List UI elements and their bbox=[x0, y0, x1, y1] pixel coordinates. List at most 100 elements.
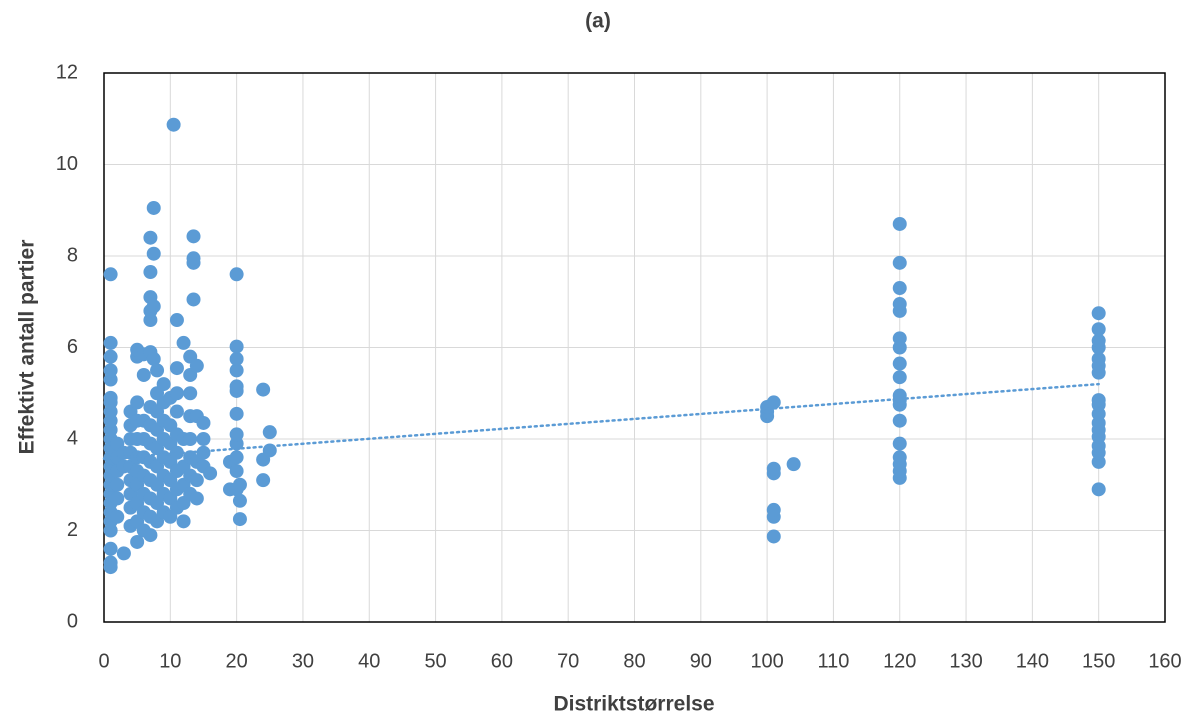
point bbox=[176, 335, 191, 350]
point bbox=[1091, 322, 1106, 337]
point bbox=[203, 466, 218, 481]
point bbox=[892, 331, 907, 346]
point bbox=[103, 390, 118, 405]
point bbox=[766, 502, 781, 517]
point bbox=[169, 386, 184, 401]
x-tick-label: 130 bbox=[949, 650, 982, 672]
point bbox=[116, 546, 131, 561]
point bbox=[766, 529, 781, 544]
x-tick-label: 90 bbox=[690, 650, 712, 672]
x-tick-label: 160 bbox=[1148, 650, 1181, 672]
point bbox=[229, 427, 244, 442]
point bbox=[110, 491, 125, 506]
point bbox=[892, 450, 907, 465]
point bbox=[183, 386, 198, 401]
x-tick-label: 0 bbox=[98, 650, 109, 672]
point bbox=[146, 246, 161, 261]
point bbox=[229, 339, 244, 354]
point bbox=[103, 363, 118, 378]
point bbox=[232, 512, 247, 527]
point bbox=[229, 379, 244, 394]
x-tick-label: 50 bbox=[424, 650, 446, 672]
point bbox=[256, 473, 271, 488]
point bbox=[892, 297, 907, 312]
x-tick-label: 20 bbox=[226, 650, 248, 672]
point bbox=[186, 251, 201, 266]
x-tick-label: 110 bbox=[817, 650, 849, 672]
point bbox=[186, 229, 201, 244]
point bbox=[892, 255, 907, 270]
point bbox=[892, 356, 907, 371]
x-tick-label: 60 bbox=[491, 650, 513, 672]
point bbox=[1091, 351, 1106, 366]
point bbox=[892, 281, 907, 296]
point bbox=[189, 473, 204, 488]
point bbox=[229, 351, 244, 366]
point bbox=[262, 425, 277, 440]
point bbox=[176, 514, 191, 529]
x-axis-label: Distriktstørrelse bbox=[553, 693, 714, 716]
point bbox=[786, 457, 801, 472]
point bbox=[232, 493, 247, 508]
x-tick-label: 40 bbox=[358, 650, 380, 672]
point bbox=[143, 528, 158, 543]
y-tick-label: 4 bbox=[67, 427, 78, 449]
point bbox=[103, 541, 118, 556]
point bbox=[892, 413, 907, 428]
point bbox=[229, 464, 244, 479]
y-tick-label: 8 bbox=[67, 244, 78, 266]
point bbox=[156, 377, 171, 392]
x-tick-label: 70 bbox=[557, 650, 579, 672]
x-tick-label: 150 bbox=[1082, 650, 1115, 672]
point bbox=[189, 358, 204, 373]
point bbox=[1091, 306, 1106, 321]
y-tick-label: 10 bbox=[56, 153, 78, 175]
y-axis-label: Effektivt antall partier bbox=[16, 240, 39, 455]
point bbox=[103, 335, 118, 350]
y-tick-label: 0 bbox=[67, 610, 78, 632]
point bbox=[130, 395, 145, 410]
point bbox=[110, 477, 125, 492]
x-tick-label: 120 bbox=[883, 650, 916, 672]
y-tick-label: 2 bbox=[67, 519, 78, 541]
point bbox=[169, 313, 184, 328]
point bbox=[183, 432, 198, 446]
point bbox=[103, 555, 118, 570]
point bbox=[150, 363, 165, 378]
point bbox=[1091, 333, 1106, 348]
point bbox=[169, 404, 184, 419]
point bbox=[1091, 393, 1106, 408]
point bbox=[189, 491, 204, 506]
point bbox=[143, 230, 158, 245]
point bbox=[1091, 482, 1106, 497]
point bbox=[166, 117, 181, 132]
y-tick-label: 6 bbox=[67, 336, 78, 358]
point bbox=[110, 509, 125, 524]
point bbox=[146, 200, 161, 215]
point bbox=[766, 395, 781, 410]
x-tick-label: 80 bbox=[623, 650, 645, 672]
x-tick-label: 10 bbox=[159, 650, 181, 672]
point bbox=[229, 363, 244, 378]
point bbox=[136, 367, 151, 382]
point bbox=[229, 406, 244, 421]
point bbox=[196, 445, 211, 460]
point bbox=[103, 349, 118, 364]
point bbox=[130, 534, 145, 549]
point bbox=[196, 415, 211, 430]
point bbox=[146, 351, 161, 366]
point bbox=[103, 267, 118, 282]
plot-border bbox=[103, 72, 1166, 623]
x-tick-label: 100 bbox=[750, 650, 783, 672]
point bbox=[229, 267, 244, 282]
point bbox=[766, 461, 781, 476]
point bbox=[169, 361, 184, 376]
point bbox=[892, 370, 907, 385]
y-tick-label: 12 bbox=[56, 61, 78, 83]
point bbox=[186, 292, 201, 307]
point bbox=[892, 216, 907, 231]
point bbox=[256, 382, 271, 397]
chart-title: (a) bbox=[585, 10, 611, 33]
